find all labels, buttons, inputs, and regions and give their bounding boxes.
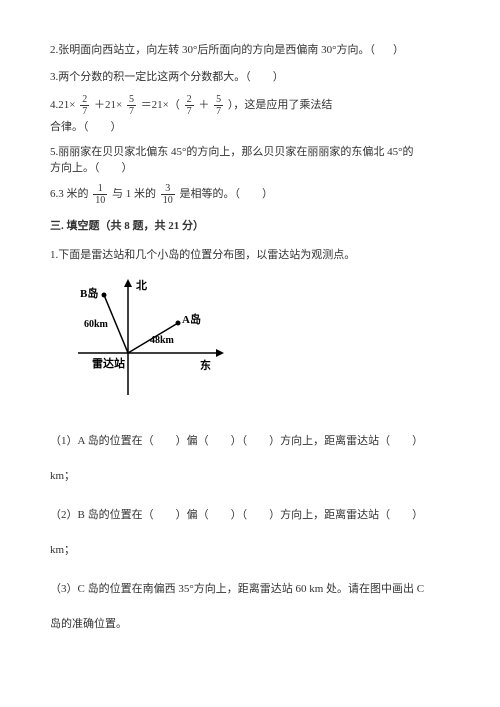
q4-frac4: 57 bbox=[214, 94, 223, 117]
label-a-island: A岛 bbox=[182, 312, 201, 326]
q4-f2d: 7 bbox=[127, 106, 136, 117]
q6-f1d: 10 bbox=[93, 195, 107, 206]
fb1-sub2: （2）B 岛的位置在（ ）偏（ ）（ ）方向上，距离雷达站（ ） bbox=[50, 505, 450, 526]
radar-diagram: B岛 北 A岛 60km 48km 雷达站 东 bbox=[70, 275, 450, 413]
label-48km: 48km bbox=[150, 335, 175, 346]
q4-b: ＋21× bbox=[94, 99, 122, 111]
q6-c: 是相等的。（ ） bbox=[180, 188, 274, 200]
page: 2.张明面向西站立，向左转 30°后所面向的方向是西偏南 30°方向。（ ） 3.… bbox=[0, 0, 500, 707]
fb1-sub3: （3）C 岛的位置在南偏西 35°方向上，距离雷达站 60 km 处。请在图中画… bbox=[50, 579, 450, 600]
q6-f1n: 1 bbox=[93, 183, 107, 195]
q4-f1d: 7 bbox=[80, 106, 89, 117]
q4: 4.21× 27 ＋21× 57 ＝21×（ 27 ＋ 57 ），这是应用了乘法… bbox=[50, 94, 450, 138]
q2-text-b: ） bbox=[393, 44, 404, 56]
q6-frac1: 110 bbox=[93, 183, 107, 206]
section-3-title: 三. 填空题（共 8 题，共 21 分） bbox=[50, 216, 450, 237]
q4-f2n: 5 bbox=[127, 94, 136, 106]
fb1-km1: km； bbox=[50, 466, 450, 487]
q5-l1: 5.丽丽家在贝贝家北偏东 45°的方向上，那么贝贝家在丽丽家的东偏北 45°的 bbox=[50, 144, 450, 161]
fb1-intro: 1.下面是雷达站和几个小岛的位置分布图，以雷达站为观测点。 bbox=[50, 245, 450, 266]
q4-e: ），这是应用了乘法结 bbox=[228, 99, 333, 111]
q5-l2: 方向上。（ ） bbox=[50, 160, 450, 177]
label-north: 北 bbox=[136, 278, 147, 292]
q4-f4n: 5 bbox=[214, 94, 223, 106]
q2-text-a: 2.张明面向西站立，向左转 30°后所面向的方向是西偏南 30°方向。（ bbox=[50, 44, 375, 56]
q4-frac2: 57 bbox=[127, 94, 136, 117]
fb1-sub1: （1）A 岛的位置在（ ）偏（ ）（ ）方向上，距离雷达站（ ） bbox=[50, 431, 450, 452]
q4-f3d: 7 bbox=[185, 106, 194, 117]
q4-f4d: 7 bbox=[214, 106, 223, 117]
q4-frac1: 27 bbox=[80, 94, 89, 117]
q4-d: ＋ bbox=[198, 99, 209, 111]
q4-a: 4.21× bbox=[50, 99, 75, 111]
q4-f1n: 2 bbox=[80, 94, 89, 106]
label-radar: 雷达站 bbox=[92, 356, 125, 370]
label-60km: 60km bbox=[84, 319, 109, 330]
q2: 2.张明面向西站立，向左转 30°后所面向的方向是西偏南 30°方向。（ ） bbox=[50, 40, 450, 61]
label-b-island: B岛 bbox=[80, 286, 98, 300]
q3-text: 3.两个分数的积一定比这两个分数都大。（ ） bbox=[50, 71, 284, 83]
q4-frac3: 27 bbox=[185, 94, 194, 117]
q4-c: ＝21×（ bbox=[141, 99, 180, 111]
q6-a: 6.3 米的 bbox=[50, 188, 89, 200]
label-east: 东 bbox=[200, 358, 211, 372]
q5: 5.丽丽家在贝贝家北偏东 45°的方向上，那么贝贝家在丽丽家的东偏北 45°的 … bbox=[50, 144, 450, 177]
q6-f2d: 10 bbox=[161, 195, 175, 206]
q4-line2: 合律。（ ） bbox=[50, 117, 450, 138]
q6: 6.3 米的 110 与 1 米的 310 是相等的。（ ） bbox=[50, 183, 450, 206]
fb1-km2: km； bbox=[50, 540, 450, 561]
q6-frac2: 310 bbox=[161, 183, 175, 206]
q6-b: 与 1 米的 bbox=[112, 188, 156, 200]
fb1-sub3b: 岛的准确位置。 bbox=[50, 614, 450, 635]
q6-f2n: 3 bbox=[161, 183, 175, 195]
q4-f3n: 2 bbox=[185, 94, 194, 106]
radar-svg: B岛 北 A岛 60km 48km 雷达站 东 bbox=[70, 275, 230, 405]
q3: 3.两个分数的积一定比这两个分数都大。（ ） bbox=[50, 67, 450, 88]
